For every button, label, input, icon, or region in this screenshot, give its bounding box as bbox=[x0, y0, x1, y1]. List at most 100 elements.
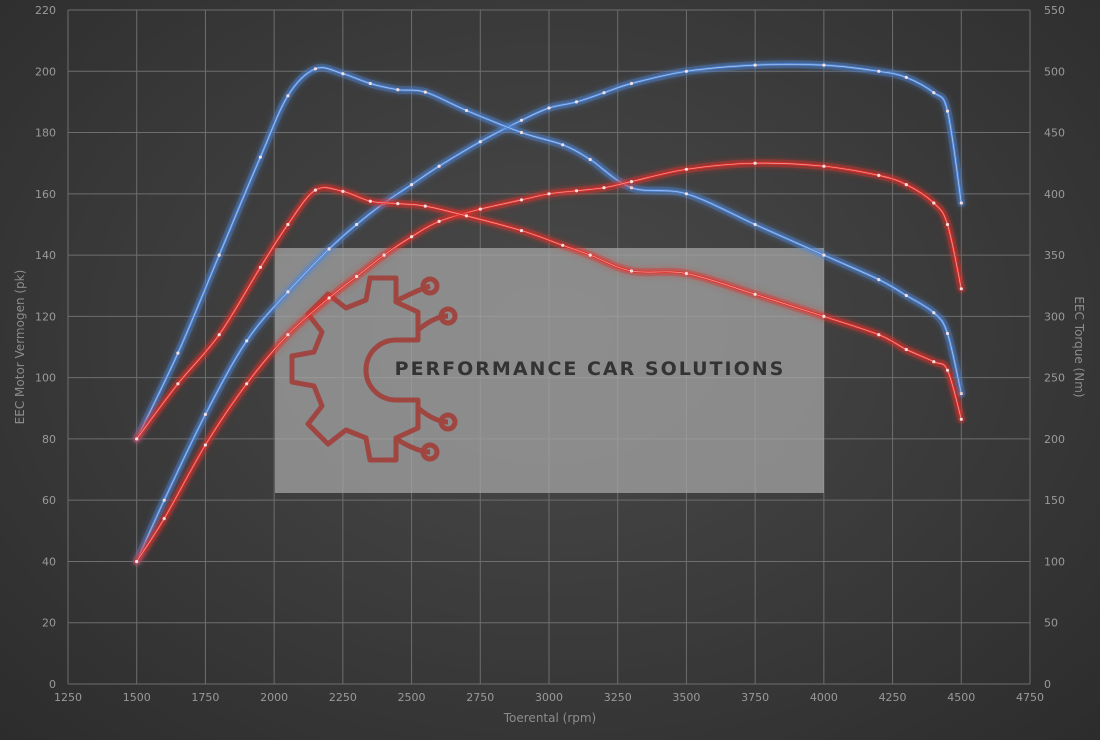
series-point-1 bbox=[396, 88, 400, 92]
grid bbox=[67, 9, 1031, 685]
x-tick-label: 2000 bbox=[260, 691, 288, 704]
series-point-3 bbox=[877, 333, 881, 337]
series-point-2 bbox=[286, 333, 290, 337]
series-point-3 bbox=[684, 271, 689, 276]
series-point-2 bbox=[945, 222, 950, 227]
y-right-tick-label: 500 bbox=[1044, 65, 1065, 78]
series-point-3 bbox=[286, 222, 290, 227]
series-point-1 bbox=[959, 392, 963, 396]
watermark-text: PERFORMANCE CAR SOLUTIONS bbox=[395, 358, 786, 380]
series-point-0 bbox=[904, 75, 908, 79]
series-point-3 bbox=[561, 243, 565, 247]
series-point-0 bbox=[822, 63, 826, 67]
series-point-0 bbox=[602, 91, 606, 95]
y-left-tick-label: 60 bbox=[42, 494, 56, 507]
series-point-3 bbox=[588, 253, 592, 257]
series-point-3 bbox=[519, 229, 524, 233]
series-point-3 bbox=[959, 417, 963, 421]
series-point-0 bbox=[286, 290, 290, 294]
series-point-1 bbox=[932, 311, 936, 315]
series-point-2 bbox=[382, 253, 386, 257]
series-point-1 bbox=[519, 130, 524, 135]
series-point-1 bbox=[629, 186, 634, 190]
series-point-3 bbox=[904, 347, 908, 352]
series-point-1 bbox=[313, 67, 317, 71]
x-tick-label: 3000 bbox=[535, 691, 563, 704]
series-point-3 bbox=[629, 269, 634, 273]
series-point-0 bbox=[327, 247, 331, 251]
series-point-3 bbox=[464, 214, 469, 218]
series-point-1 bbox=[904, 293, 908, 298]
gear-outline bbox=[289, 275, 421, 463]
series-point-1 bbox=[753, 222, 757, 227]
circuit-line-2 bbox=[416, 313, 449, 332]
series-point-1 bbox=[423, 90, 427, 94]
series-point-3 bbox=[423, 204, 427, 208]
series-point-0 bbox=[932, 91, 936, 95]
series-point-1 bbox=[217, 253, 221, 257]
series-point-2 bbox=[519, 198, 524, 202]
series-point-2 bbox=[327, 296, 331, 300]
x-tick-label: 3750 bbox=[741, 691, 769, 704]
x-tick-label: 3250 bbox=[604, 691, 632, 704]
circuit-line-3 bbox=[416, 406, 449, 425]
series-point-2 bbox=[245, 382, 249, 386]
x-tick-label: 2250 bbox=[329, 691, 357, 704]
y-right-tick-label: 400 bbox=[1044, 188, 1065, 201]
y-right-tick-label: 250 bbox=[1044, 372, 1065, 385]
series-point-1 bbox=[561, 143, 565, 147]
circuit-node-1 bbox=[420, 276, 440, 296]
x-tick-label: 2750 bbox=[466, 691, 494, 704]
circuit-node-2 bbox=[438, 306, 458, 326]
series-point-0 bbox=[410, 183, 414, 187]
y-right-tick-label: 300 bbox=[1044, 310, 1065, 323]
series-point-0 bbox=[684, 69, 689, 73]
y-left-tick-label: 220 bbox=[35, 4, 56, 17]
series-point-1 bbox=[341, 72, 345, 76]
y-right-tick-label: 350 bbox=[1044, 249, 1065, 262]
y-left-tick-label: 100 bbox=[35, 372, 56, 385]
series-point-0 bbox=[945, 109, 950, 113]
y-left-tick-label: 160 bbox=[35, 188, 56, 201]
x-tick-label: 1250 bbox=[54, 691, 82, 704]
x-tick-label: 4750 bbox=[1016, 691, 1044, 704]
series-point-2 bbox=[602, 186, 606, 190]
series-point-2 bbox=[355, 274, 359, 279]
series-point-0 bbox=[478, 140, 482, 144]
series-point-1 bbox=[588, 157, 592, 162]
series-point-3 bbox=[217, 333, 221, 337]
y-left-tick-label: 120 bbox=[35, 310, 56, 323]
series-point-3 bbox=[753, 292, 757, 296]
series-point-0 bbox=[437, 164, 441, 168]
series-point-3 bbox=[945, 368, 950, 372]
series-point-0 bbox=[355, 222, 359, 227]
gear-logo bbox=[289, 275, 458, 463]
series-point-0 bbox=[959, 201, 963, 205]
x-tick-label: 1750 bbox=[191, 691, 219, 704]
watermark: PERFORMANCE CAR SOLUTIONS bbox=[275, 248, 824, 493]
x-tick-label: 3500 bbox=[672, 691, 700, 704]
series-point-3 bbox=[313, 188, 317, 192]
series-point-3 bbox=[258, 265, 262, 269]
series-point-1 bbox=[258, 155, 262, 159]
circuit-node-3 bbox=[438, 412, 458, 432]
series-point-1 bbox=[877, 278, 881, 282]
y-right-tick-label: 550 bbox=[1044, 4, 1065, 17]
series-point-3 bbox=[341, 189, 345, 193]
series-point-1 bbox=[945, 331, 950, 336]
y-left-tick-label: 140 bbox=[35, 249, 56, 262]
y-right-tick-label: 450 bbox=[1044, 127, 1065, 140]
series-point-0 bbox=[753, 63, 757, 67]
series-point-2 bbox=[877, 173, 881, 177]
x-tick-label: 4500 bbox=[947, 691, 975, 704]
y-left-tick-label: 0 bbox=[49, 678, 56, 691]
series-point-2 bbox=[684, 167, 689, 171]
series-point-0 bbox=[574, 100, 579, 104]
y-right-tick-label: 50 bbox=[1044, 617, 1058, 630]
series-point-1 bbox=[464, 108, 469, 113]
y-right-tick-label: 100 bbox=[1044, 555, 1065, 568]
x-tick-label: 4000 bbox=[810, 691, 838, 704]
series-point-2 bbox=[932, 201, 936, 205]
